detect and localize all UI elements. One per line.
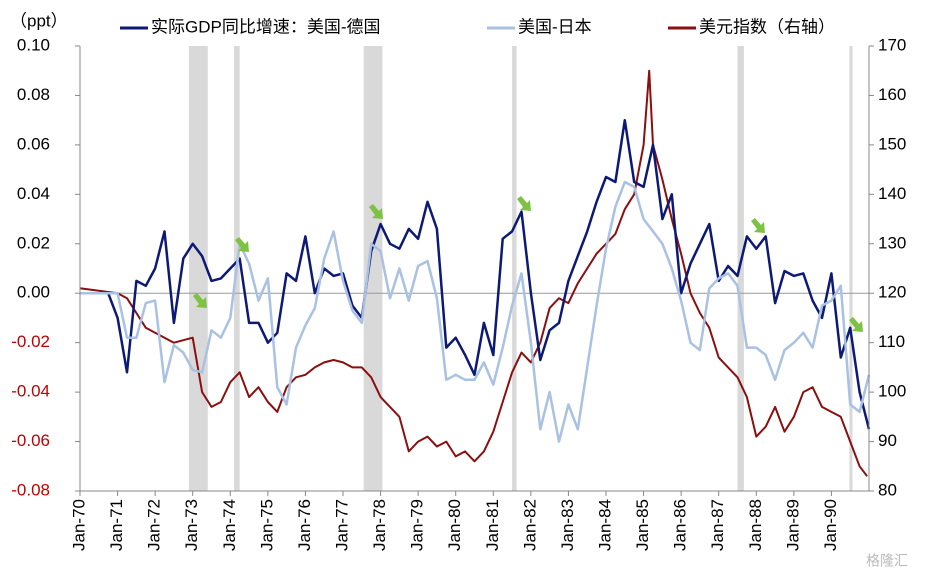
y-tick-label: 0.08 bbox=[17, 85, 50, 104]
x-tick-label: Jan-81 bbox=[483, 499, 502, 551]
y-tick-label: 0.00 bbox=[17, 283, 50, 302]
x-tick-label: Jan-88 bbox=[746, 499, 765, 551]
x-tick-label: Jan-83 bbox=[558, 499, 577, 551]
y2-tick-label: 100 bbox=[878, 382, 906, 401]
shaded-period bbox=[188, 46, 208, 491]
y-tick-label: -0.08 bbox=[11, 480, 50, 499]
arrow bbox=[193, 293, 207, 308]
x-tick-label: Jan-82 bbox=[520, 499, 539, 551]
shaded-period bbox=[737, 46, 744, 491]
x-tick-label: Jan-73 bbox=[182, 499, 201, 551]
x-tick-label: Jan-74 bbox=[220, 499, 239, 551]
y-tick-label: 0.10 bbox=[17, 35, 50, 54]
watermark: 格隆汇 bbox=[866, 553, 908, 569]
y2-tick-label: 150 bbox=[878, 134, 906, 153]
arrow bbox=[369, 204, 383, 219]
x-tick-label: Jan-72 bbox=[145, 499, 164, 551]
shaded-period bbox=[849, 46, 853, 491]
series-line bbox=[80, 180, 871, 443]
x-tick-label: Jan-86 bbox=[671, 499, 690, 551]
legend-label: 实际GDP同比增速：美国-德国 bbox=[151, 17, 381, 36]
y-tick-label: 0.02 bbox=[17, 233, 50, 252]
series-line bbox=[80, 118, 871, 430]
legend-label: 美国-日本 bbox=[518, 17, 592, 36]
y-tick-label: 0.06 bbox=[17, 134, 50, 153]
x-tick-label: Jan-87 bbox=[708, 499, 727, 551]
y2-tick-label: 170 bbox=[878, 35, 906, 54]
y2-tick-label: 160 bbox=[878, 85, 906, 104]
x-tick-label: Jan-89 bbox=[783, 499, 802, 551]
x-tick-label: Jan-84 bbox=[595, 499, 614, 551]
y2-tick-label: 80 bbox=[878, 480, 897, 499]
y2-tick-label: 120 bbox=[878, 283, 906, 302]
x-tick-label: Jan-77 bbox=[332, 499, 351, 551]
y2-tick-label: 140 bbox=[878, 184, 906, 203]
shaded-period bbox=[512, 46, 517, 491]
x-tick-label: Jan-79 bbox=[408, 499, 427, 551]
arrow bbox=[849, 317, 863, 332]
line-layer bbox=[79, 69, 871, 477]
arrows bbox=[193, 196, 863, 332]
x-tick-label: Jan-85 bbox=[633, 499, 652, 551]
series-line bbox=[79, 69, 868, 477]
y-tick-label: -0.04 bbox=[11, 382, 50, 401]
y2-tick-label: 110 bbox=[878, 332, 905, 351]
x-tick-label: Jan-90 bbox=[821, 499, 840, 551]
y-tick-label: -0.06 bbox=[11, 431, 50, 450]
shaded-period bbox=[363, 46, 383, 491]
y-unit-label: （ppt） bbox=[10, 11, 68, 30]
y2-tick-label: 130 bbox=[878, 233, 906, 252]
arrow bbox=[517, 196, 531, 211]
y-tick-label: 0.04 bbox=[17, 184, 50, 203]
x-tick-label: Jan-80 bbox=[445, 499, 464, 551]
arrow bbox=[751, 218, 765, 233]
legend-label: 美元指数（右轴） bbox=[699, 17, 835, 36]
x-tick-label: Jan-76 bbox=[295, 499, 314, 551]
y-tick-label: -0.02 bbox=[11, 332, 50, 351]
shading-layer bbox=[80, 46, 869, 491]
y2-tick-label: 90 bbox=[878, 431, 897, 450]
arrow bbox=[235, 237, 249, 252]
x-tick-label: Jan-71 bbox=[107, 499, 126, 551]
x-tick-label: Jan-75 bbox=[257, 499, 276, 551]
x-tick-label: Jan-70 bbox=[69, 499, 88, 551]
x-tick-label: Jan-78 bbox=[370, 499, 389, 551]
